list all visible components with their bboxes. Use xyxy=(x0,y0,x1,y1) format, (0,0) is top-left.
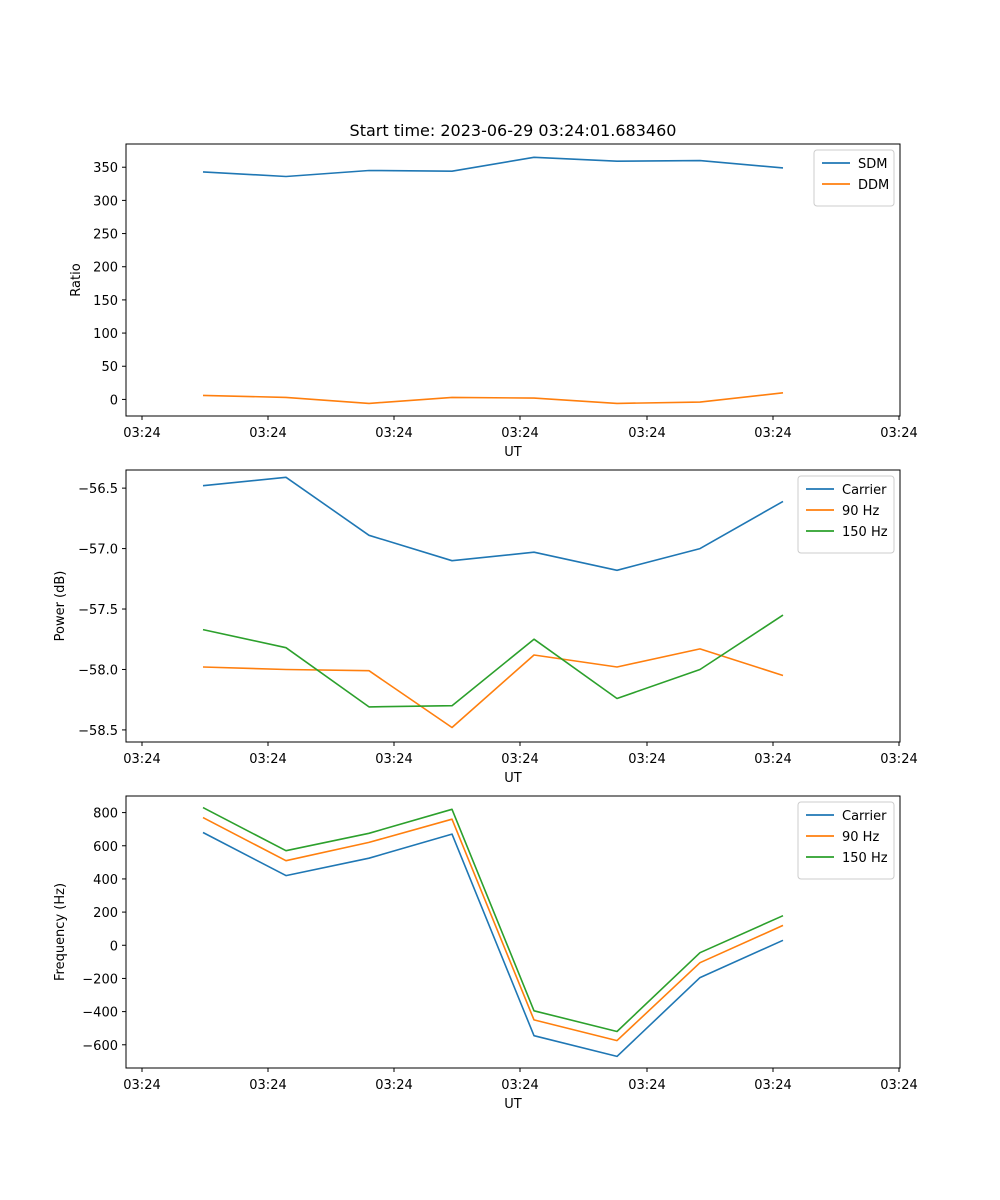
x-tick-label: 03:24 xyxy=(249,426,286,441)
legend-box xyxy=(797,475,895,554)
x-tick-label: 03:24 xyxy=(754,1078,791,1093)
legend: Carrier 90 Hz 150 Hz xyxy=(797,475,895,554)
series-line-150-hz xyxy=(202,614,784,708)
x-tick-label: 03:24 xyxy=(501,1078,538,1093)
y-tick-label: 150 xyxy=(93,294,118,309)
x-tick-label: 03:24 xyxy=(375,752,412,767)
legend-label: 90 Hz xyxy=(842,504,879,519)
x-tick-label: 03:24 xyxy=(628,752,665,767)
y-axis-label: Power (dB) xyxy=(53,571,68,642)
y-tick-label: −58.0 xyxy=(78,663,118,678)
x-tick-label: 03:24 xyxy=(754,426,791,441)
x-tick-label: 03:24 xyxy=(249,1078,286,1093)
legend: SDM DDM xyxy=(813,149,895,207)
x-tick-label: 03:24 xyxy=(123,426,160,441)
panel-2: 03:24 03:24 03:24 03:24 03:24 03:24 03:24 UT −58… xyxy=(53,469,918,786)
panel-3: 03:24 03:24 03:24 03:24 03:24 03:24 03:24 UT −60… xyxy=(53,795,918,1112)
y-tick-label: −600 xyxy=(82,1039,118,1054)
series-line-90-hz xyxy=(202,816,784,1042)
x-tick-label: 03:24 xyxy=(249,752,286,767)
legend-box xyxy=(797,801,895,880)
y-tick-label: 200 xyxy=(93,906,118,921)
panel-1: 03:24 03:24 03:24 03:24 03:24 03:24 03:24 UT 0 50… xyxy=(69,143,918,460)
y-tick-label: −57.0 xyxy=(78,543,118,558)
y-tick-label: −56.5 xyxy=(78,482,118,497)
y-tick-label: −400 xyxy=(82,1006,118,1021)
y-axis-label: Ratio xyxy=(69,263,84,296)
y-tick-label: 50 xyxy=(101,360,118,375)
y-tick-label: 250 xyxy=(93,228,118,243)
x-tick-label: 03:24 xyxy=(123,1078,160,1093)
x-tick-label: 03:24 xyxy=(501,426,538,441)
y-tick-label: 0 xyxy=(110,393,118,408)
y-tick-label: −57.5 xyxy=(78,603,118,618)
legend-label: 150 Hz xyxy=(842,525,888,540)
axes-frame xyxy=(125,795,901,1069)
legend-label: Carrier xyxy=(842,483,887,498)
series-line-ddm xyxy=(202,392,784,405)
x-tick-label: 03:24 xyxy=(880,752,917,767)
x-tick-label: 03:24 xyxy=(628,426,665,441)
legend-label: 150 Hz xyxy=(842,851,888,866)
legend: Carrier 90 Hz 150 Hz xyxy=(797,801,895,880)
series-line-sdm xyxy=(202,156,784,178)
legend-label: 90 Hz xyxy=(842,830,879,845)
x-tick-label: 03:24 xyxy=(375,1078,412,1093)
axes-frame xyxy=(125,143,901,417)
x-tick-label: 03:24 xyxy=(880,1078,917,1093)
y-tick-label: 300 xyxy=(93,194,118,209)
x-tick-label: 03:24 xyxy=(628,1078,665,1093)
y-tick-label: 350 xyxy=(93,161,118,176)
axes-frame xyxy=(125,469,901,743)
series-line-90-hz xyxy=(202,648,784,729)
legend-label: SDM xyxy=(858,157,887,172)
legend-label: Carrier xyxy=(842,809,887,824)
y-tick-label: 200 xyxy=(93,261,118,276)
series-line-150-hz xyxy=(202,806,784,1033)
series-line-carrier xyxy=(202,476,784,572)
x-tick-label: 03:24 xyxy=(375,426,412,441)
y-tick-label: 400 xyxy=(93,873,118,888)
y-tick-label: −200 xyxy=(82,972,118,987)
x-tick-label: 03:24 xyxy=(501,752,538,767)
x-tick-label: 03:24 xyxy=(123,752,160,767)
y-tick-label: 800 xyxy=(93,807,118,822)
legend-box xyxy=(813,149,895,207)
y-axis-label: Frequency (Hz) xyxy=(53,883,68,981)
x-tick-label: 03:24 xyxy=(754,752,791,767)
x-axis-label: UT xyxy=(504,1097,522,1112)
y-tick-label: 600 xyxy=(93,840,118,855)
x-tick-label: 03:24 xyxy=(880,426,917,441)
x-axis-label: UT xyxy=(504,445,522,460)
legend-label: DDM xyxy=(858,178,889,193)
figure-title: Start time: 2023-06-29 03:24:01.683460 xyxy=(350,121,677,140)
x-axis-label: UT xyxy=(504,771,522,786)
y-tick-label: −58.5 xyxy=(78,724,118,739)
series-line-carrier xyxy=(202,831,784,1058)
y-tick-label: 0 xyxy=(110,939,118,954)
y-tick-label: 100 xyxy=(93,327,118,342)
